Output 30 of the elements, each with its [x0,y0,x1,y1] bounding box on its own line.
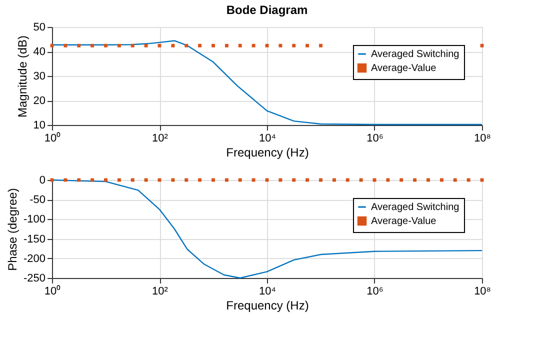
x-tick-label: 10⁸ [474,132,491,144]
legend-label: Averaged Switching [371,49,460,60]
legend-label: Average-Value [371,216,437,227]
y-tick-label: 40 [33,46,46,58]
y-tick-label: 30 [33,70,46,82]
chart-title: Bode Diagram [226,3,308,17]
x-tick-label: 10⁶ [366,132,384,144]
x-axis-title: Frequency (Hz) [226,298,309,312]
x-tick-label: 10⁰ [44,132,61,144]
y-tick-label: 0 [39,174,46,186]
y-tick-label: -150 [23,233,46,246]
x-tick-label: 10² [152,286,168,298]
y-tick-label: -100 [23,214,46,226]
x-axis-title: Frequency (Hz) [226,146,309,160]
y-axis-title: Magnitude (dB) [15,35,30,118]
x-tick-label: 10⁶ [366,286,384,298]
y-tick-label: 10 [33,120,46,132]
x-tick-label: 10² [152,132,168,144]
x-tick-label: 10⁴ [259,286,276,298]
legend-label: Averaged Switching [371,202,460,213]
y-tick-label: -50 [30,194,46,206]
y-tick-label: 20 [33,95,46,107]
x-tick-label: 10⁸ [474,286,491,298]
legend-label: Average-Value [371,63,437,74]
x-tick-label: 10⁰ [44,284,61,298]
y-axis-title: Phase (degree) [5,188,20,271]
y-tick-label: -200 [23,252,46,265]
y-tick-label: -250 [23,272,46,284]
y-tick-label: 50 [33,22,46,34]
x-tick-label: 10⁴ [259,132,276,144]
